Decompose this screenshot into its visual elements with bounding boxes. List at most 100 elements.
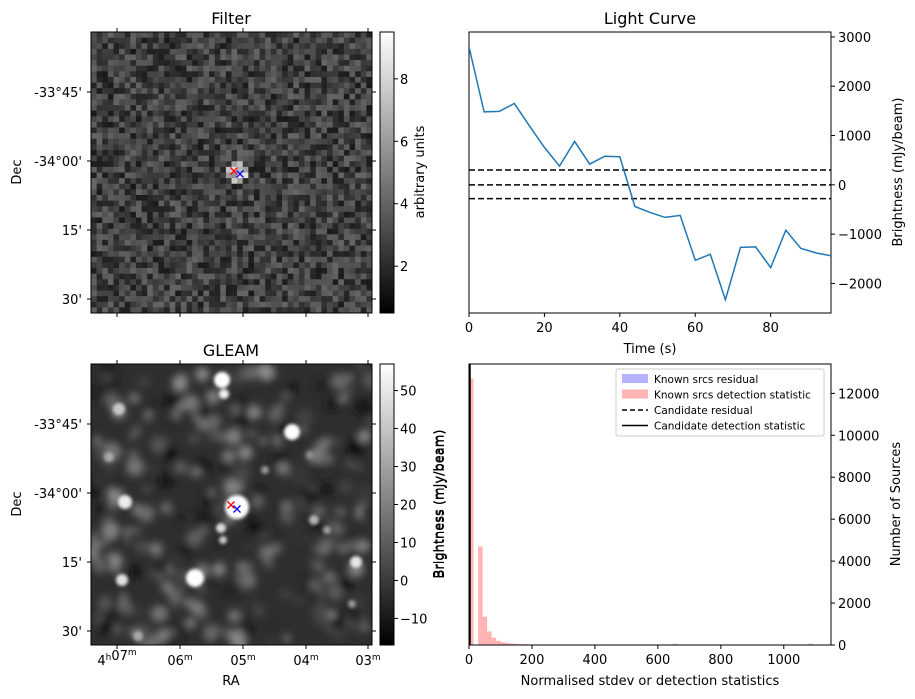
histogram-bar (514, 643, 519, 645)
gleam-frame (90, 363, 373, 646)
histogram-xlabel: Normalised stdev or detection statistics (521, 674, 780, 689)
gleam-ra-ticks: 4h07m 06m 05m 04m 03m (97, 360, 381, 669)
dec-tick-label: -33°45' (34, 418, 82, 433)
histogram-bar (505, 643, 510, 645)
y-tick-label: 0 (838, 179, 846, 194)
colorbar-tick-label: 10 (400, 536, 417, 551)
colorbar-tick-label: 6 (400, 135, 408, 150)
x-tick-label: 40 (612, 321, 629, 336)
y-tick-label: 4000 (838, 555, 871, 570)
lightcurve-xticks: 0 20 40 60 80 (465, 313, 779, 336)
marker-blue (233, 505, 241, 513)
ra-tick-label: 05m (230, 653, 255, 669)
y-tick-label: 2000 (838, 597, 871, 612)
y-tick-label: 12000 (838, 387, 879, 402)
y-tick-label: 8000 (838, 471, 871, 486)
histogram-bar (808, 643, 813, 645)
legend-label: Candidate detection statistic (654, 421, 806, 433)
ra-tick-label: 06m (167, 653, 192, 669)
filter-title: Filter (211, 9, 251, 28)
gleam-markers (227, 501, 241, 513)
lightcurve-panel: Light Curve 0 20 40 60 80 −2000 −1000 0 1000 200… (465, 9, 906, 357)
x-tick-label: 80 (762, 321, 779, 336)
gleam-ylabel: Dec (10, 491, 25, 516)
lightcurve-series (469, 46, 831, 303)
legend-swatch (622, 374, 648, 383)
dec-tick-label: 30' (62, 625, 82, 640)
histogram-bar (672, 643, 678, 645)
y-tick-label: 2000 (838, 80, 871, 95)
lightcurve-frame (468, 31, 832, 314)
colorbar-tick-label: 2 (400, 260, 408, 275)
colorbar-tick-label: 0 (400, 574, 408, 589)
gleam-colorbar-ticks: −10 0 10 20 30 40 50 (394, 385, 427, 627)
histogram-bar (487, 631, 492, 645)
colorbar-tick-label: 20 (400, 499, 417, 514)
histogram-bar (469, 378, 474, 645)
lightcurve-hlines (469, 169, 831, 200)
ra-tick-label: 4h07m (97, 648, 136, 669)
filter-ra-ticks (116, 28, 369, 317)
marker-red (230, 167, 238, 175)
histogram-bar (509, 643, 515, 645)
gleam-title: GLEAM (203, 341, 259, 360)
histogram-yticks: 0 2000 4000 6000 8000 10000 12000 (831, 387, 879, 654)
y-tick-label: 3000 (838, 31, 871, 46)
gleam-xlabel: RA (222, 674, 240, 689)
filter-markers (230, 167, 244, 178)
gleam-dec-ticks: -33°45' -34°00' 15' 30' (34, 418, 376, 640)
histogram-bar (491, 637, 497, 645)
filter-dec-ticks: -33°45' -34°00' 15' 30' (34, 86, 376, 308)
lightcurve-yticks: −2000 −1000 0 1000 2000 3000 (831, 31, 882, 292)
histogram-bar (496, 640, 501, 645)
marker-red (227, 501, 235, 509)
lightcurve-line (469, 46, 831, 303)
colorbar-tick-label: 50 (400, 385, 417, 400)
filter-colorbar-ticks: 2 4 6 8 (394, 73, 408, 275)
x-tick-label: 0 (465, 653, 473, 668)
lightcurve-xlabel: Time (s) (623, 342, 677, 357)
y-tick-label: −2000 (838, 277, 882, 292)
colorbar-tick-label: 4 (400, 198, 408, 213)
y-tick-label: 10000 (838, 429, 879, 444)
histogram-xticks: 0 200 400 600 800 1000 (465, 645, 800, 668)
dec-tick-label: -34°00' (34, 487, 82, 502)
legend-swatch (622, 389, 648, 399)
legend-label: Candidate residual (654, 405, 753, 417)
filter-ylabel: Dec (10, 159, 25, 184)
histogram-ylabel-right: Number of Sources (889, 442, 904, 567)
lightcurve-title: Light Curve (604, 9, 696, 28)
ra-tick-label: 04m (293, 653, 318, 669)
histogram-ylabel-left: Brightness (mJy/beam) (432, 430, 447, 579)
x-tick-label: 600 (645, 653, 670, 668)
marker-blue (236, 170, 244, 178)
gleam-image (91, 364, 372, 645)
x-tick-label: 1000 (767, 653, 800, 668)
gleam-colorbar-label: Brightness (mJy/beam) (433, 430, 448, 579)
x-tick-label: 20 (536, 321, 553, 336)
x-tick-label: 0 (465, 321, 473, 336)
filter-image (91, 32, 373, 314)
x-tick-label: 800 (708, 653, 733, 668)
legend-label: Known srcs detection statistic (654, 390, 811, 402)
dec-tick-label: 15' (62, 556, 82, 571)
colorbar-tick-label: 40 (400, 423, 417, 438)
colorbar-tick-label: 8 (400, 73, 408, 88)
histogram-frame (468, 363, 832, 646)
y-tick-label: −1000 (838, 228, 882, 243)
histogram-panel: 0 200 400 600 800 1000 0 2000 4000 6000 8000 10000… (432, 363, 904, 689)
dec-tick-label: -33°45' (34, 86, 82, 101)
filter-frame (90, 31, 373, 314)
dec-tick-label: -34°00' (34, 155, 82, 170)
legend-box (615, 368, 825, 437)
gleam-colorbar (379, 363, 395, 646)
y-tick-label: 6000 (838, 513, 871, 528)
y-tick-label: 0 (838, 639, 846, 654)
x-tick-label: 200 (520, 653, 545, 668)
filter-panel: Filter -33°45' -34°00' 15' 30' Dec 2 4 6 8 arb… (10, 9, 428, 317)
histogram-bar (500, 642, 506, 645)
x-tick-label: 400 (582, 653, 607, 668)
histogram-bar (478, 546, 483, 645)
